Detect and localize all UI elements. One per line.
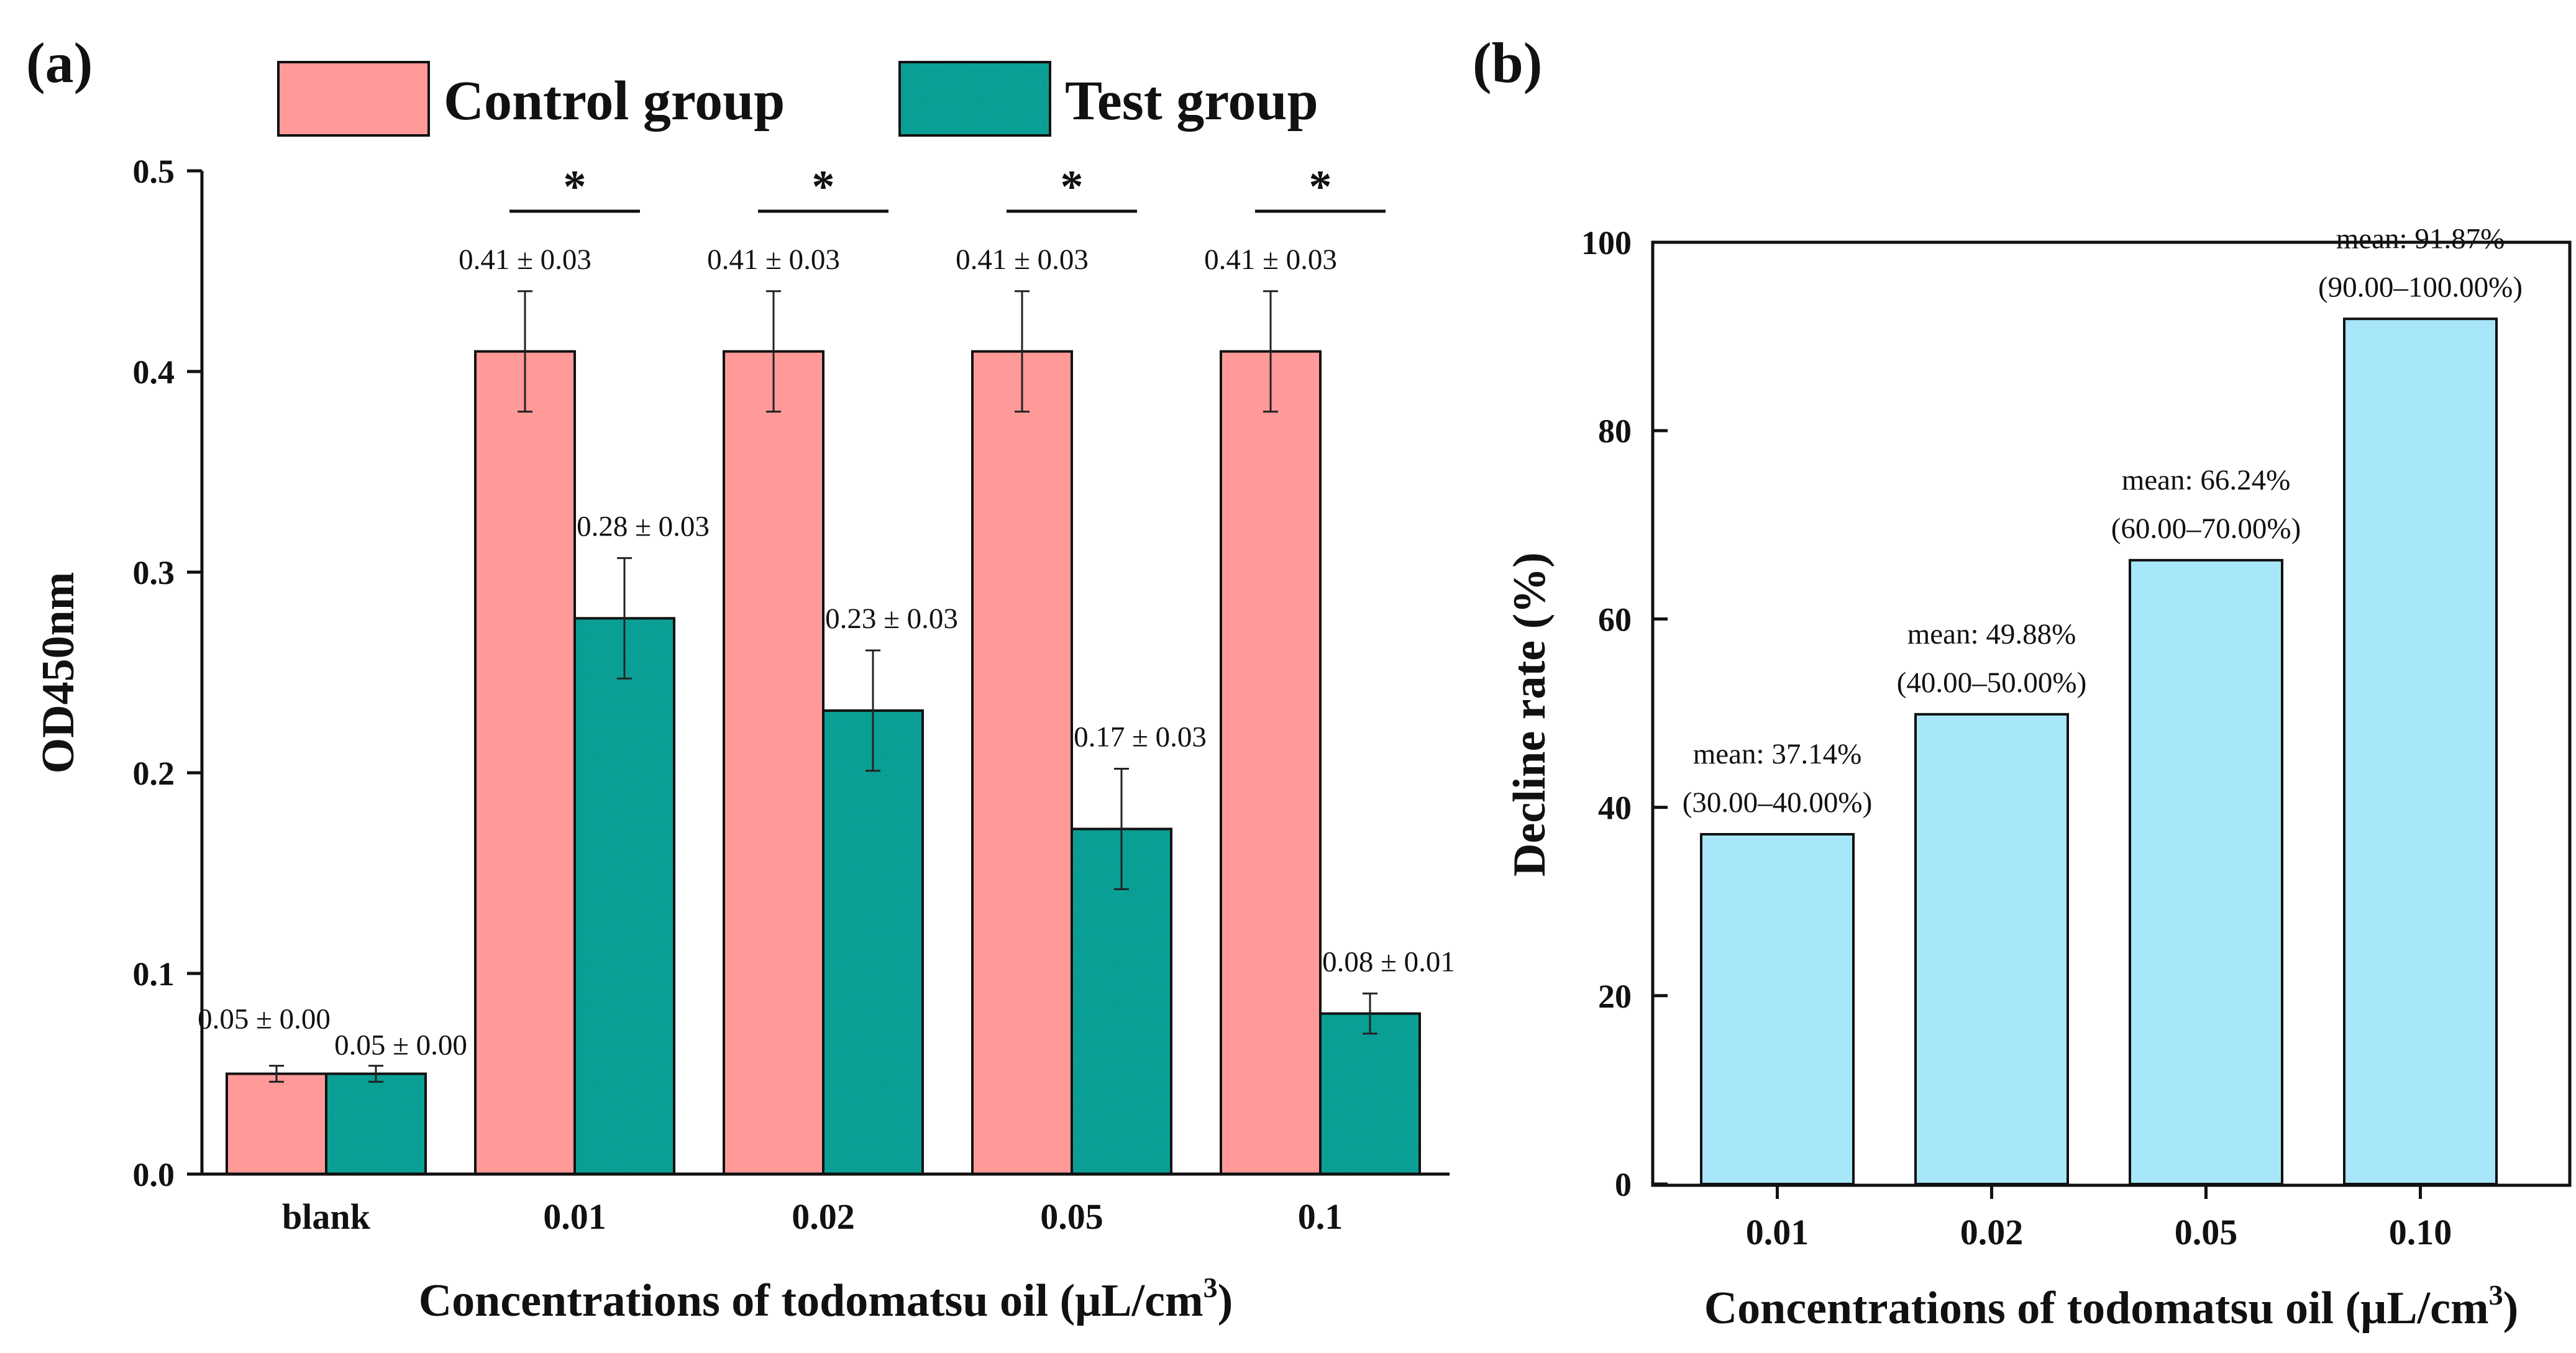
legend-label-control: Control group (444, 70, 785, 132)
x-category-label-a: 0.1 (1298, 1196, 1343, 1237)
y-tick-label-b: 100 (1581, 224, 1632, 262)
y-tick-label-a: 0.0 (133, 1156, 175, 1193)
y-tick-label-b: 20 (1598, 978, 1632, 1015)
data-label-a: 0.41 ± 0.03 (956, 244, 1089, 276)
y-axis-ticks-b: 0 20 40 60 80 100 (1581, 224, 1668, 1203)
bar-decline-rate (2343, 317, 2498, 1185)
y-axis-ticks-a: 0.0 0.1 0.2 0.3 0.4 0.5 (133, 153, 202, 1193)
x-axis-title-b: Concentrations of todomatsu oil (μL/cm3) (1704, 1279, 2519, 1334)
bar-control (1220, 350, 1322, 1176)
bar-decline-rate (2129, 558, 2283, 1185)
annotation-mean: mean: 66.24% (2122, 464, 2291, 496)
annotation-mean: mean: 37.14% (1693, 738, 1862, 770)
y-axis-title-b: Decline rate (%) (1504, 552, 1555, 877)
bar-test (325, 1072, 427, 1175)
annotation-mean: mean: 49.88% (1907, 618, 2076, 650)
data-labels-a: 0.05 ± 0.000.05 ± 0.00 0.41 ± 0.03 0.28 ± … (198, 244, 1455, 1062)
bar-test (822, 709, 924, 1175)
panel-b-label: (b) (1473, 31, 1542, 94)
data-label-a: 0.05 ± 0.00 (334, 1029, 467, 1062)
chart-a: (a) Control group Test group 0.00.10.20.… (26, 31, 1455, 1326)
y-tick-label-b: 0 (1615, 1166, 1632, 1203)
legend-swatch-control (277, 61, 430, 137)
x-category-label-a: 0.05 (1040, 1196, 1103, 1237)
annotation-mean: mean: 91.87% (2336, 222, 2505, 255)
x-category-label-b: 0.02 (1960, 1212, 2024, 1252)
significance-star: * (812, 162, 835, 212)
bar-test (573, 617, 675, 1175)
chart-b: (b) 0 20 40 60 80 100 mean: 37.14% (30.00–40.0… (1473, 31, 2572, 1334)
data-label-a: 0.41 ± 0.03 (707, 244, 840, 276)
annotation-range: (90.00–100.00%) (2318, 271, 2523, 303)
legend-a: Control group Test group (277, 61, 1318, 137)
y-tick-label-a: 0.4 (133, 353, 175, 391)
x-category-label-b: 0.01 (1746, 1212, 1809, 1252)
error-bars-a (269, 290, 1377, 1083)
significance-star: * (1309, 162, 1332, 212)
x-axis-categories-a: blank 0.01 0.02 0.05 0.1 (282, 1196, 1343, 1237)
x-category-label-a: 0.01 (543, 1196, 606, 1237)
bar-control (474, 350, 576, 1176)
y-tick-label-a: 0.5 (133, 153, 175, 190)
data-labels-b: mean: 37.14% (30.00–40.00%) mean: 49.88% (4… (1683, 222, 2523, 819)
legend-swatch-test (898, 61, 1051, 137)
annotation-range: (40.00–50.00%) (1897, 667, 2086, 699)
bar-control (226, 1072, 327, 1175)
significance-star: * (1061, 162, 1084, 212)
bar-control (723, 350, 824, 1176)
data-label-a: 0.41 ± 0.03 (459, 244, 591, 276)
plot-frame-b (1651, 240, 2572, 1187)
data-label-a: 0.17 ± 0.03 (1074, 721, 1207, 754)
y-axis-title-a: OD450nm (33, 572, 84, 774)
bar-control (971, 350, 1073, 1176)
data-label-a: 0.08 ± 0.01 (1322, 945, 1455, 978)
bars-b (1700, 317, 2498, 1186)
x-axis-title-a: Concentrations of todomatsu oil (μL/cm3) (419, 1272, 1233, 1326)
x-axis-categories-b: 0.01 0.02 0.05 0.10 (1746, 1185, 2452, 1252)
x-category-label-a: 0.02 (792, 1196, 855, 1237)
legend-label-test: Test group (1065, 70, 1318, 132)
bar-test (1319, 1012, 1421, 1175)
panel-a-label: (a) (26, 31, 93, 94)
y-tick-label-b: 60 (1598, 601, 1632, 638)
bar-decline-rate (1914, 713, 2069, 1185)
bar-decline-rate (1700, 832, 1855, 1186)
x-category-label-b: 0.05 (2175, 1212, 2238, 1252)
x-category-label-b: 0.10 (2389, 1212, 2452, 1252)
y-tick-label-a: 0.2 (133, 755, 175, 792)
data-label-a: 0.28 ± 0.03 (577, 510, 710, 542)
y-tick-label-b: 40 (1598, 790, 1632, 827)
annotation-range: (30.00–40.00%) (1683, 786, 1872, 819)
significance-a: * * * * (509, 162, 1386, 213)
data-label-a: 0.41 ± 0.03 (1204, 244, 1337, 276)
y-tick-label-b: 80 (1598, 412, 1632, 450)
data-label-a: 0.05 ± 0.00 (198, 1003, 331, 1036)
y-tick-label-a: 0.1 (133, 955, 175, 993)
significance-star: * (564, 162, 587, 212)
annotation-range: (60.00–70.00%) (2111, 512, 2301, 545)
data-label-a: 0.23 ± 0.03 (825, 603, 958, 635)
x-category-label-a: blank (282, 1196, 371, 1237)
y-tick-label-a: 0.3 (133, 554, 175, 591)
